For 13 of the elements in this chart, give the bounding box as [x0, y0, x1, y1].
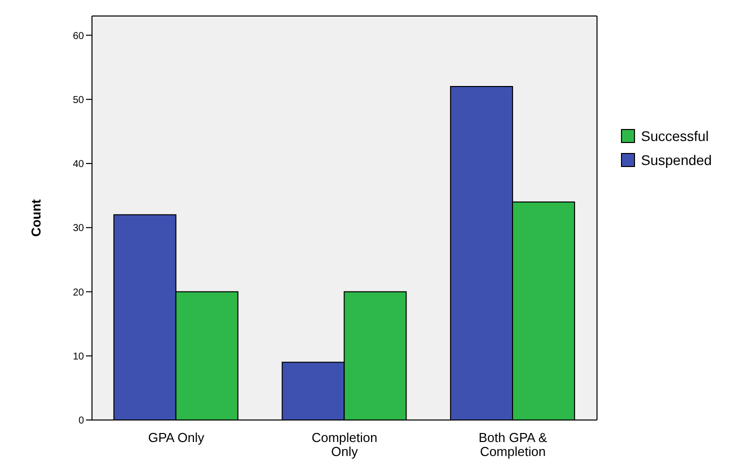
y-tick-label: 0 — [78, 416, 84, 427]
y-tick-label: 60 — [72, 30, 84, 42]
x-tick-label: Completion Only — [312, 430, 378, 459]
legend-label: Suspended — [641, 152, 712, 168]
y-axis-title: Count — [28, 198, 44, 237]
legend-label: Successful — [641, 128, 709, 144]
y-tick-label: 10 — [72, 351, 84, 362]
x-tick-label: GPA Only — [148, 430, 205, 445]
y-tick-label: 30 — [72, 223, 84, 234]
x-tick-label: Both GPA & Completion — [478, 430, 548, 459]
y-tick-label: 40 — [72, 159, 84, 170]
y-tick-label: 50 — [72, 94, 84, 106]
y-tick-label: 20 — [72, 287, 84, 298]
